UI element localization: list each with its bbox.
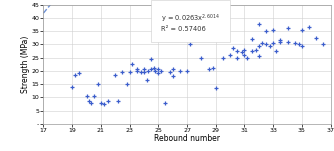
Point — [177, 70, 183, 72]
Point — [296, 43, 302, 45]
Point — [151, 67, 157, 69]
Point — [235, 56, 240, 59]
Point — [271, 29, 276, 31]
Point — [153, 70, 158, 72]
Point — [249, 50, 255, 52]
Point — [292, 42, 298, 44]
Point — [76, 72, 82, 75]
Point — [321, 43, 326, 45]
Point — [146, 70, 151, 72]
Point — [130, 63, 135, 65]
Point — [69, 85, 75, 88]
Point — [210, 67, 215, 69]
Text: y = 0.0263x$^{2.6014}$
R² = 0.57406: y = 0.0263x$^{2.6014}$ R² = 0.57406 — [161, 13, 220, 32]
Point — [116, 100, 121, 103]
Point — [120, 71, 125, 73]
Point — [264, 30, 269, 32]
Point — [256, 23, 262, 26]
Point — [230, 47, 236, 50]
Point — [144, 79, 150, 81]
Point — [278, 40, 283, 43]
Point — [239, 51, 244, 53]
Point — [314, 36, 319, 39]
Point — [278, 39, 283, 42]
Point — [259, 42, 265, 44]
Point — [213, 87, 218, 89]
Point — [242, 48, 247, 51]
Point — [84, 95, 89, 97]
Point — [141, 71, 147, 73]
Point — [127, 71, 132, 73]
Point — [249, 38, 255, 40]
Point — [299, 44, 305, 47]
Point — [148, 58, 154, 60]
Point — [159, 70, 164, 72]
Point — [156, 68, 161, 71]
Point — [285, 27, 290, 30]
Point — [95, 83, 101, 85]
Point — [113, 74, 118, 76]
Y-axis label: Strength (MPa): Strength (MPa) — [21, 35, 30, 93]
Point — [235, 50, 240, 52]
Point — [91, 95, 97, 97]
Point — [156, 72, 161, 75]
Point — [101, 103, 107, 105]
Point — [285, 40, 290, 43]
Point — [134, 68, 140, 71]
Point — [167, 71, 172, 73]
Point — [256, 44, 262, 47]
Point — [245, 56, 250, 59]
Point — [199, 56, 204, 59]
Point — [274, 50, 279, 52]
Point — [170, 68, 175, 71]
Point — [256, 55, 262, 57]
Point — [268, 44, 273, 47]
Point — [242, 54, 247, 56]
Point — [105, 100, 111, 103]
Point — [307, 26, 312, 28]
Point — [148, 68, 154, 71]
Point — [124, 83, 129, 85]
Point — [138, 71, 144, 73]
Point — [264, 43, 269, 45]
X-axis label: Rebound number: Rebound number — [154, 134, 220, 143]
Point — [299, 29, 305, 31]
Point — [220, 56, 226, 59]
Point — [253, 48, 259, 51]
Point — [163, 101, 168, 104]
Point — [141, 68, 147, 71]
Point — [187, 43, 193, 45]
Point — [98, 101, 104, 104]
Point — [206, 68, 211, 71]
Point — [170, 75, 175, 77]
Point — [271, 42, 276, 44]
Point — [87, 100, 92, 103]
Point — [227, 54, 233, 56]
Point — [184, 70, 190, 72]
Point — [134, 70, 140, 72]
Point — [88, 101, 94, 104]
Point — [72, 74, 78, 76]
